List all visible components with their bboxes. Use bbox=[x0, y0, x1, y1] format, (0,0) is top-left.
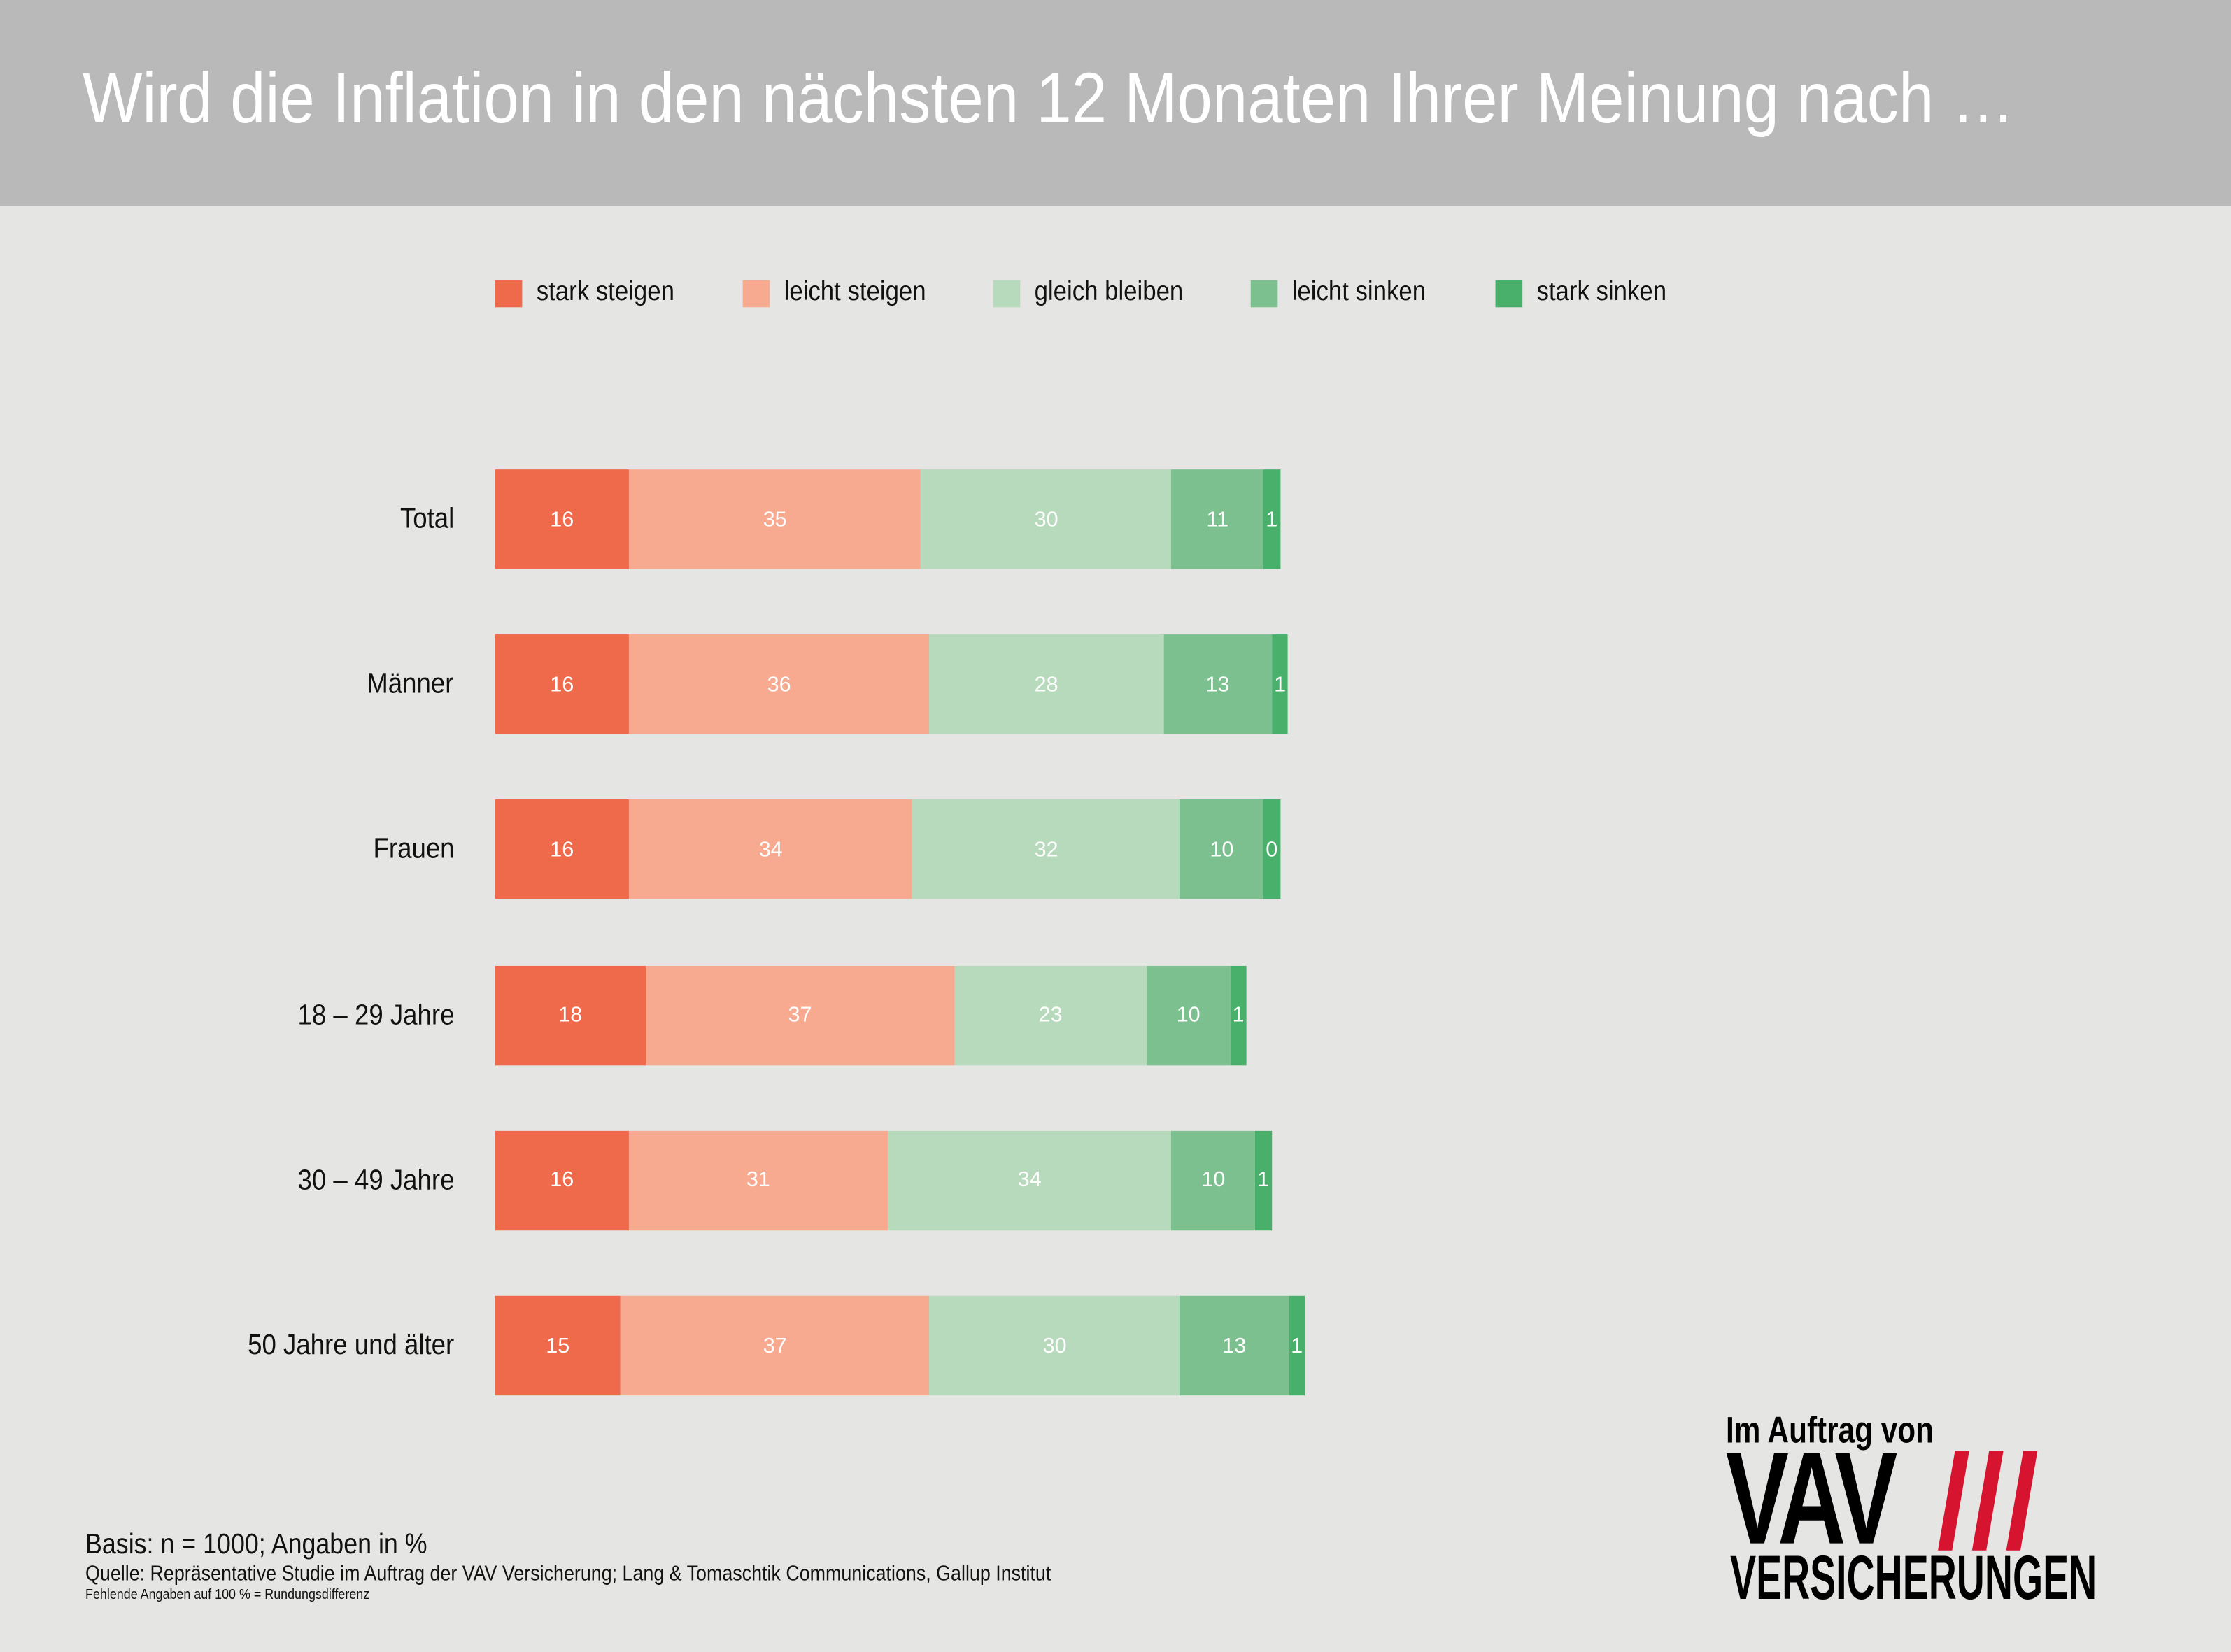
legend-item: stark sinken bbox=[1495, 277, 1681, 308]
bar-segment: 28 bbox=[929, 634, 1163, 734]
data-label: 36 bbox=[767, 672, 791, 697]
bar-segment: 30 bbox=[921, 469, 1172, 569]
data-label: 1 bbox=[1291, 1333, 1303, 1358]
data-label: 23 bbox=[1038, 1003, 1063, 1027]
data-label: 28 bbox=[1034, 672, 1058, 697]
bar-segment: 18 bbox=[495, 965, 646, 1065]
data-label: 13 bbox=[1205, 672, 1230, 697]
category-label: 18 – 29 Jahre bbox=[297, 999, 454, 1031]
data-label: 30 bbox=[1042, 1333, 1067, 1358]
data-label: 16 bbox=[550, 507, 574, 532]
bar-segment: 1 bbox=[1271, 634, 1289, 734]
legend-swatch bbox=[495, 279, 523, 307]
bar-segment: 37 bbox=[620, 1295, 930, 1396]
legend-label: stark steigen bbox=[536, 277, 674, 308]
category-label: Frauen bbox=[372, 834, 454, 866]
bar-row: 16 36 28 13 1 bbox=[495, 634, 1289, 734]
data-label: 10 bbox=[1210, 837, 1234, 862]
footer-note: Fehlende Angaben auf 100 % = Rundungsdif… bbox=[85, 1587, 370, 1604]
data-label: 18 bbox=[558, 1003, 583, 1027]
bar-segment: 15 bbox=[495, 1295, 621, 1396]
legend-item: gleich bleiben bbox=[993, 277, 1200, 308]
header-bar: Wird die Inflation in den nächsten 12 Mo… bbox=[0, 0, 2231, 206]
data-label: 34 bbox=[1017, 1168, 1042, 1192]
bar-row: 16 31 34 10 1 bbox=[495, 1130, 1272, 1230]
legend-swatch bbox=[742, 279, 770, 307]
bar-segment: 35 bbox=[628, 469, 921, 569]
bar-segment: 1 bbox=[1263, 469, 1280, 569]
legend-item: leicht steigen bbox=[742, 277, 942, 308]
data-label: 32 bbox=[1034, 837, 1058, 862]
bar-segment: 11 bbox=[1171, 469, 1264, 569]
data-label: 37 bbox=[763, 1333, 787, 1358]
bar-row: 15 37 30 13 1 bbox=[495, 1295, 1305, 1396]
data-label: 16 bbox=[550, 672, 574, 697]
data-label: 16 bbox=[550, 837, 574, 862]
data-label: 16 bbox=[550, 1168, 574, 1192]
data-label: 30 bbox=[1034, 507, 1058, 532]
bar-segment: 16 bbox=[495, 469, 629, 569]
legend-swatch bbox=[1495, 279, 1523, 307]
bar-segment: 36 bbox=[628, 634, 930, 734]
data-label: 37 bbox=[788, 1003, 812, 1027]
category-label: 50 Jahre und älter bbox=[247, 1330, 454, 1362]
logo-stripes-icon bbox=[1938, 1451, 2038, 1551]
legend-label: leicht sinken bbox=[1291, 277, 1426, 308]
footer-source: Quelle: Repräsentative Studie im Auftrag… bbox=[85, 1562, 1051, 1586]
legend-swatch bbox=[993, 279, 1021, 307]
data-label: 0 bbox=[1266, 837, 1278, 862]
data-label: 10 bbox=[1176, 1003, 1201, 1027]
data-label: 35 bbox=[763, 507, 787, 532]
bar-row: 16 35 30 11 1 bbox=[495, 469, 1280, 569]
bar-segment: 32 bbox=[912, 799, 1180, 900]
bar-segment: 31 bbox=[628, 1130, 888, 1230]
data-label: 13 bbox=[1222, 1333, 1247, 1358]
data-label: 31 bbox=[746, 1168, 770, 1192]
bar-row: 18 37 23 10 1 bbox=[495, 965, 1247, 1065]
bar-segment: 34 bbox=[628, 799, 913, 900]
data-label: 1 bbox=[1232, 1003, 1245, 1027]
legend-label: stark sinken bbox=[1536, 277, 1667, 308]
category-label: Total bbox=[399, 503, 454, 535]
bar-segment: 16 bbox=[495, 634, 629, 734]
data-label: 10 bbox=[1201, 1168, 1226, 1192]
data-label: 34 bbox=[758, 837, 783, 862]
logo-brand: VAV bbox=[1725, 1426, 1897, 1572]
logo-intro: Im Auftrag von bbox=[1725, 1408, 1934, 1451]
bar-segment: 13 bbox=[1180, 1295, 1289, 1396]
bar-segment: 10 bbox=[1171, 1130, 1256, 1230]
bar-segment: 1 bbox=[1230, 965, 1247, 1065]
bar-segment: 1 bbox=[1255, 1130, 1272, 1230]
data-label: 1 bbox=[1274, 672, 1287, 697]
bar-segment: 37 bbox=[645, 965, 955, 1065]
bar-row: 16 34 32 10 0 bbox=[495, 799, 1280, 900]
data-label: 11 bbox=[1206, 507, 1229, 532]
bar-segment: 1 bbox=[1288, 1295, 1305, 1396]
logo-sub: VERSICHERUNGEN bbox=[1730, 1543, 2097, 1614]
bar-segment: 13 bbox=[1163, 634, 1272, 734]
legend-item: stark steigen bbox=[495, 277, 690, 308]
bar-segment: 10 bbox=[1180, 799, 1264, 900]
data-label: 1 bbox=[1266, 507, 1278, 532]
chart-title: Wird die Inflation in den nächsten 12 Mo… bbox=[82, 58, 2015, 138]
legend-label: gleich bleiben bbox=[1034, 277, 1184, 308]
bar-segment: 23 bbox=[954, 965, 1147, 1065]
bar-segment: 16 bbox=[495, 799, 629, 900]
legend-item: leicht sinken bbox=[1250, 277, 1441, 308]
category-label: 30 – 49 Jahre bbox=[297, 1165, 454, 1197]
bar-segment: 0 bbox=[1263, 799, 1280, 900]
bar-segment: 16 bbox=[495, 1130, 629, 1230]
legend-label: leicht steigen bbox=[784, 277, 926, 308]
data-label: 1 bbox=[1257, 1168, 1270, 1192]
footer-basis: Basis: n = 1000; Angaben in % bbox=[85, 1529, 427, 1561]
bar-segment: 34 bbox=[887, 1130, 1172, 1230]
data-label: 15 bbox=[546, 1333, 570, 1358]
legend-swatch bbox=[1250, 279, 1278, 307]
bar-segment: 10 bbox=[1146, 965, 1231, 1065]
bar-segment: 30 bbox=[929, 1295, 1180, 1396]
category-label: Männer bbox=[367, 669, 454, 701]
